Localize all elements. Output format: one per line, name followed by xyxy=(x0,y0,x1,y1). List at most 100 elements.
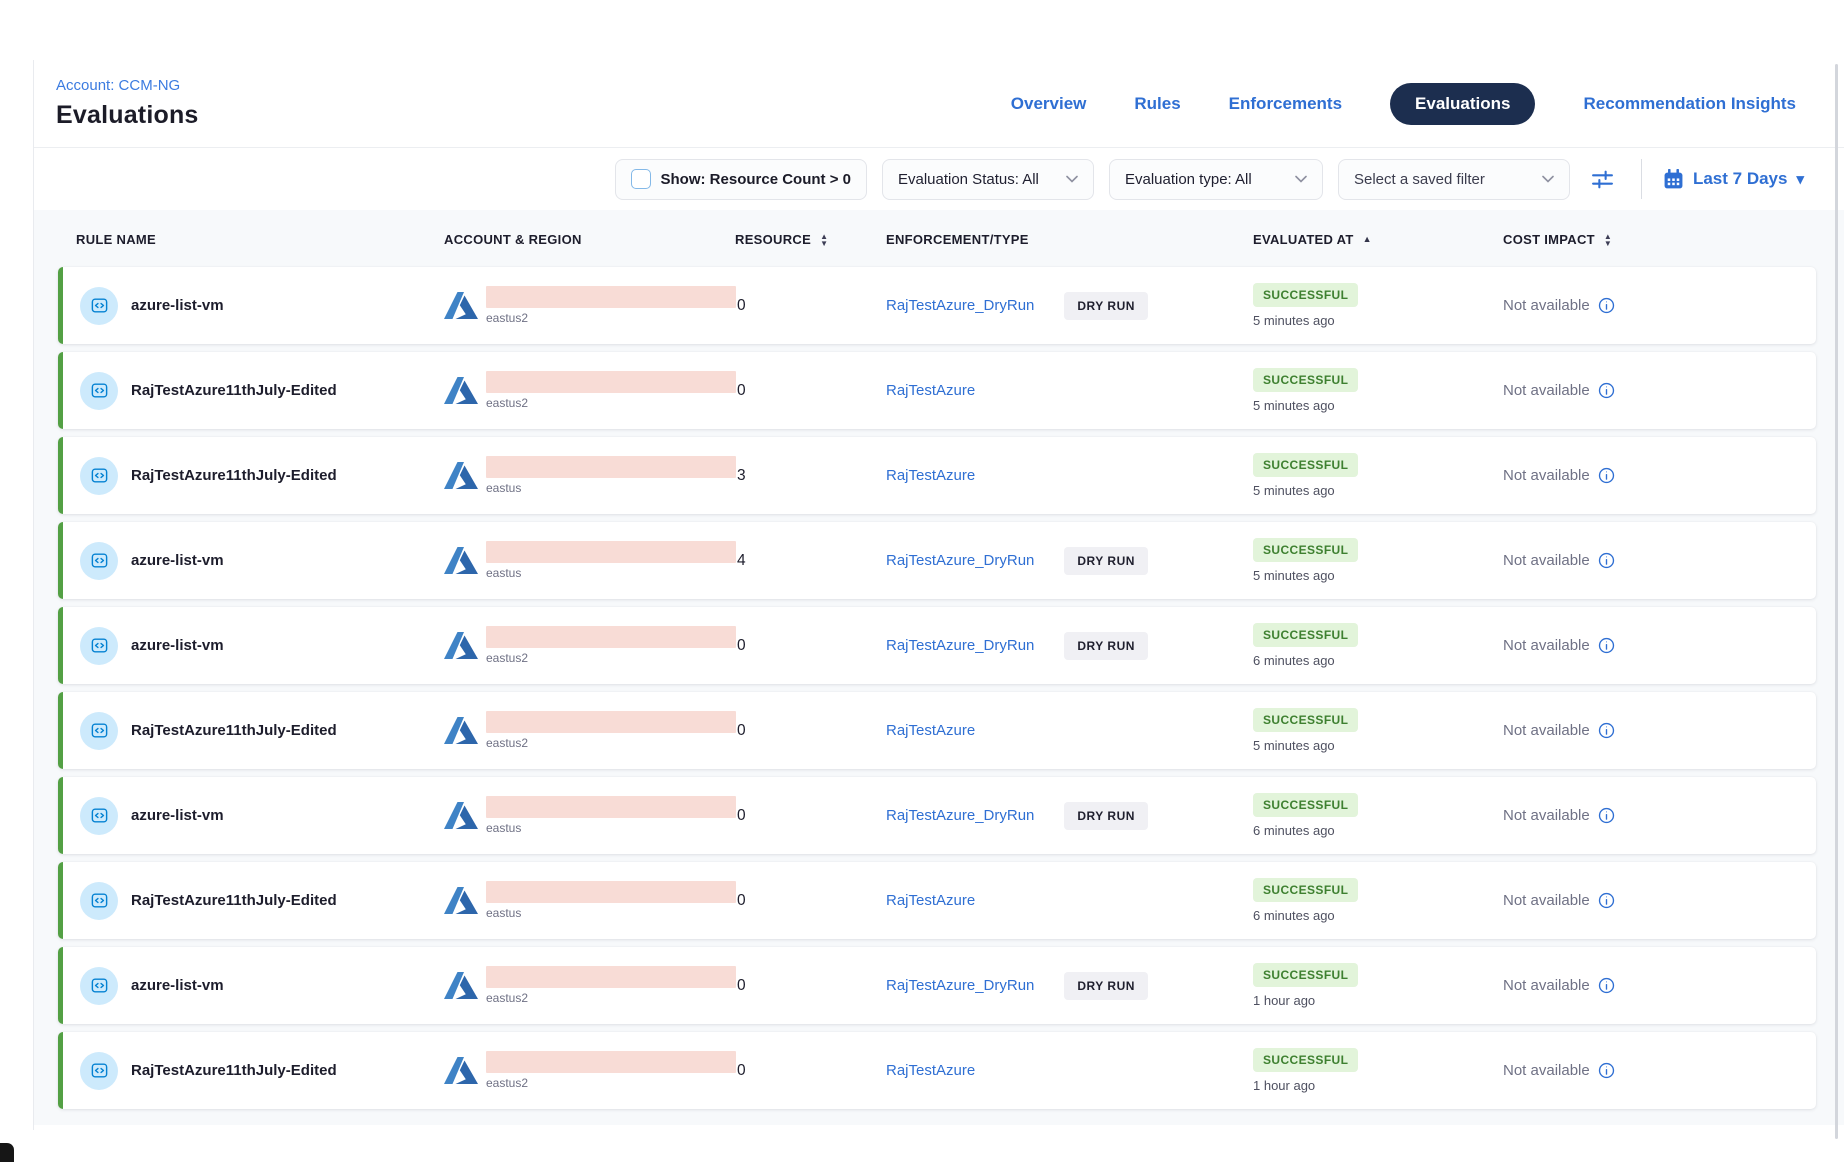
sort-icon[interactable]: ▲ ▼ xyxy=(820,231,829,248)
enforcement-link[interactable]: RajTestAzure xyxy=(886,1062,976,1079)
enforcement-link[interactable]: RajTestAzure_DryRun xyxy=(886,552,1035,569)
info-icon[interactable] xyxy=(1598,807,1615,824)
table-row[interactable]: RajTestAzure11thJuly-Edited eastus 0 Raj… xyxy=(58,862,1816,939)
info-icon[interactable] xyxy=(1598,637,1615,654)
sort-icon[interactable]: ▲ ▼ xyxy=(1603,231,1613,248)
evaluated-at-cell: SUCCESSFUL 6 minutes ago xyxy=(1253,777,1503,854)
info-icon[interactable] xyxy=(1598,1062,1615,1079)
evaluation-status-value: Evaluation Status: All xyxy=(897,170,1039,188)
enforcement-cell: RajTestAzure xyxy=(886,692,1253,769)
status-badge: SUCCESSFUL xyxy=(1253,453,1359,477)
table-row[interactable]: azure-list-vm eastus2 0 RajTestAzure_Dry… xyxy=(58,267,1816,344)
evaluated-at-cell: SUCCESSFUL 1 hour ago xyxy=(1253,1032,1503,1109)
table-row[interactable]: azure-list-vm eastus2 0 RajTestAzure_Dry… xyxy=(58,947,1816,1024)
enforcement-link[interactable]: RajTestAzure xyxy=(886,382,976,399)
row-status-accent xyxy=(58,777,63,854)
table-row[interactable]: RajTestAzure11thJuly-Edited eastus 3 Raj… xyxy=(58,437,1816,514)
resource-count: 0 xyxy=(737,721,746,739)
enforcement-cell: RajTestAzure_DryRun DRY RUN xyxy=(886,267,1253,344)
enforcement-cell: RajTestAzure xyxy=(886,1032,1253,1109)
evaluation-type-dropdown[interactable]: Evaluation type: All xyxy=(1108,158,1323,200)
evaluation-status-dropdown[interactable]: Evaluation Status: All xyxy=(881,158,1094,200)
info-icon[interactable] xyxy=(1598,382,1615,399)
cost-impact-text: Not available xyxy=(1503,552,1590,569)
filter-bar: Show: Resource Count > 0 Evaluation Stat… xyxy=(34,148,1844,210)
region-label: eastus2 xyxy=(486,651,529,665)
enforcement-link[interactable]: RajTestAzure xyxy=(886,892,976,909)
rule-code-icon xyxy=(80,966,118,1005)
enforcement-link[interactable]: RajTestAzure xyxy=(886,467,976,484)
enforcement-link[interactable]: RajTestAzure_DryRun xyxy=(886,807,1035,824)
column-header-cost-impact[interactable]: COST IMPACT ▲ ▼ xyxy=(1503,231,1613,248)
status-badge: SUCCESSFUL xyxy=(1253,878,1359,902)
info-icon[interactable] xyxy=(1598,977,1615,994)
enforcement-link[interactable]: RajTestAzure_DryRun xyxy=(886,637,1035,654)
enforcement-link[interactable]: RajTestAzure xyxy=(886,722,976,739)
rule-code-icon xyxy=(80,456,118,495)
account-region-cell: eastus xyxy=(444,437,736,514)
sort-ascending-icon[interactable]: ▲ xyxy=(1362,234,1372,244)
region-label: eastus2 xyxy=(486,396,529,410)
redacted-account-name xyxy=(486,541,736,563)
row-status-accent xyxy=(58,607,63,684)
info-icon[interactable] xyxy=(1598,552,1615,569)
account-region-cell: eastus xyxy=(444,522,736,599)
enforcement-link[interactable]: RajTestAzure_DryRun xyxy=(886,297,1035,314)
resource-count: 3 xyxy=(737,466,746,484)
breadcrumb-account-link[interactable]: Account: CCM-NG xyxy=(56,77,181,94)
advanced-filters-button[interactable] xyxy=(1585,163,1620,196)
cost-impact-cell: Not available xyxy=(1503,862,1816,939)
azure-logo-icon xyxy=(444,292,478,319)
table-row[interactable]: azure-list-vm eastus 4 RajTestAzure_DryR… xyxy=(58,522,1816,599)
tab-rules[interactable]: Rules xyxy=(1134,93,1181,113)
status-badge: SUCCESSFUL xyxy=(1253,368,1359,392)
resource-count-filter-checkbox[interactable]: Show: Resource Count > 0 xyxy=(614,158,867,200)
tab-evaluations[interactable]: Evaluations xyxy=(1390,82,1536,125)
info-icon[interactable] xyxy=(1598,467,1615,484)
table-row[interactable]: azure-list-vm eastus2 0 RajTestAzure_Dry… xyxy=(58,607,1816,684)
status-badge: SUCCESSFUL xyxy=(1253,708,1359,732)
info-icon[interactable] xyxy=(1598,297,1615,314)
column-header-resource[interactable]: RESOURCE ▲ ▼ xyxy=(735,231,829,248)
account-region-cell: eastus2 xyxy=(444,267,736,344)
tab-recommendation-insights[interactable]: Recommendation Insights xyxy=(1583,93,1796,113)
tab-enforcements[interactable]: Enforcements xyxy=(1228,93,1343,113)
table-row[interactable]: RajTestAzure11thJuly-Edited eastus2 0 Ra… xyxy=(58,1032,1816,1109)
enforcement-link[interactable]: RajTestAzure_DryRun xyxy=(886,977,1035,994)
checkbox-icon[interactable] xyxy=(630,169,651,189)
rule-code-icon xyxy=(80,541,118,580)
azure-logo-icon xyxy=(444,972,478,999)
resource-count: 0 xyxy=(737,296,746,314)
region-label: eastus2 xyxy=(486,1076,529,1090)
rule-name: azure-list-vm xyxy=(131,977,224,994)
rule-name: azure-list-vm xyxy=(131,637,224,654)
info-icon[interactable] xyxy=(1598,892,1615,909)
chevron-down-icon xyxy=(1542,175,1554,183)
cost-impact-cell: Not available xyxy=(1503,352,1816,429)
header-left: Account: CCM-NG Evaluations xyxy=(56,77,199,130)
evaluated-at-cell: SUCCESSFUL 5 minutes ago xyxy=(1253,267,1503,344)
cost-impact-text: Not available xyxy=(1503,722,1590,739)
evaluated-at-cell: SUCCESSFUL 5 minutes ago xyxy=(1253,437,1503,514)
column-header-evaluated-at[interactable]: EVALUATED AT ▲ xyxy=(1253,232,1372,247)
account-region-cell: eastus2 xyxy=(444,947,736,1024)
table-row[interactable]: RajTestAzure11thJuly-Edited eastus2 0 Ra… xyxy=(58,692,1816,769)
redacted-account-name xyxy=(486,456,736,478)
table-row[interactable]: azure-list-vm eastus 0 RajTestAzure_DryR… xyxy=(58,777,1816,854)
info-icon[interactable] xyxy=(1598,722,1615,739)
vertical-scrollbar[interactable] xyxy=(1835,64,1838,1139)
date-range-button[interactable]: Last 7 Days ▾ xyxy=(1663,168,1804,190)
dry-run-badge: DRY RUN xyxy=(1064,291,1148,320)
saved-filter-dropdown[interactable]: Select a saved filter xyxy=(1337,158,1570,200)
azure-logo-icon xyxy=(444,632,478,659)
rule-name-cell: RajTestAzure11thJuly-Edited xyxy=(58,692,444,769)
tab-overview[interactable]: Overview xyxy=(1010,93,1087,113)
resource-cell: 0 xyxy=(735,607,886,684)
cost-impact-cell: Not available xyxy=(1503,522,1816,599)
table-row[interactable]: RajTestAzure11thJuly-Edited eastus2 0 Ra… xyxy=(58,352,1816,429)
region-label: eastus2 xyxy=(486,311,529,325)
evaluated-at-cell: SUCCESSFUL 6 minutes ago xyxy=(1253,862,1503,939)
status-badge: SUCCESSFUL xyxy=(1253,793,1359,817)
azure-logo-icon xyxy=(444,1057,478,1084)
row-status-accent xyxy=(58,352,63,429)
